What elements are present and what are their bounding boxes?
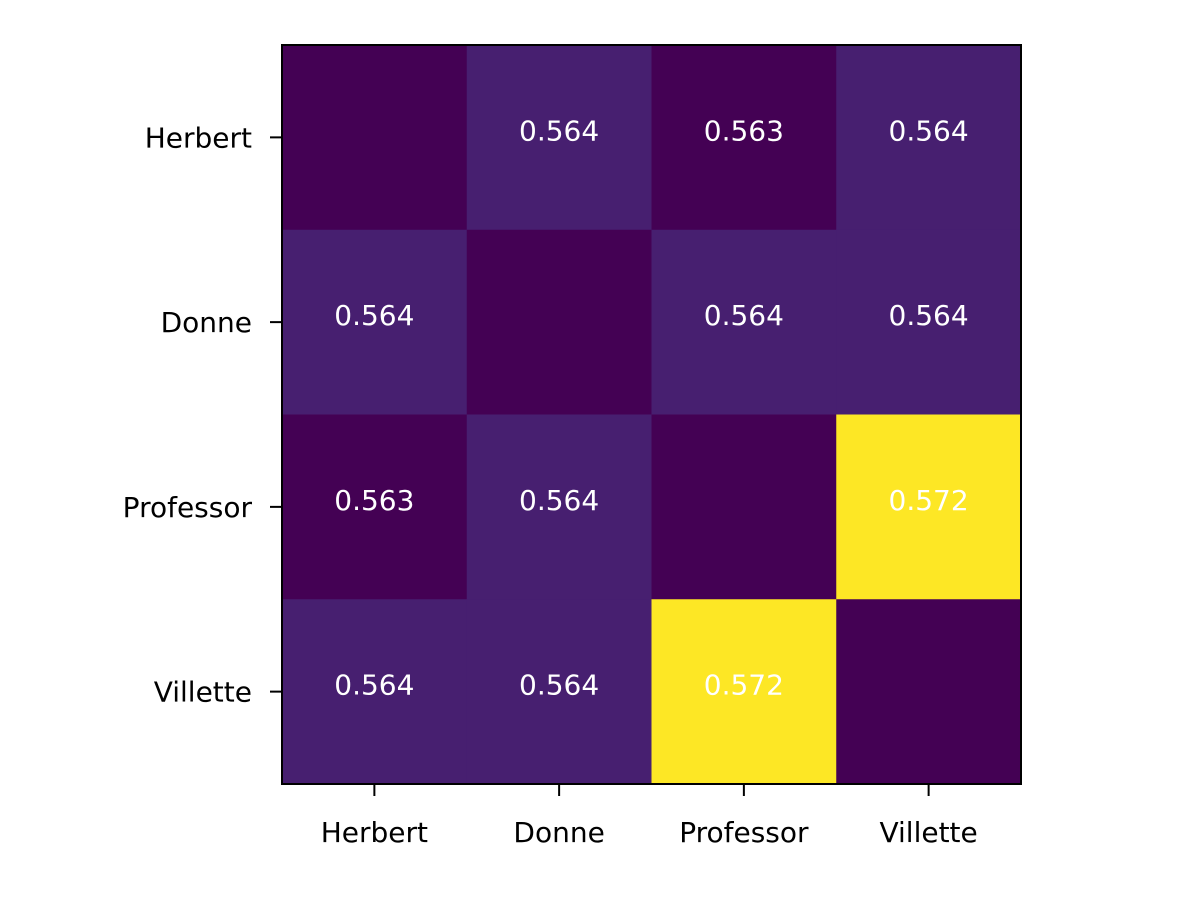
y-tick-label-1: Donne — [161, 306, 252, 339]
x-tick-label-2: Professor — [679, 816, 809, 849]
cell-value-label-0-2: 0.563 — [704, 114, 784, 147]
heatmap-cell-0-2 — [651, 45, 837, 231]
cell-value-label-3-1: 0.564 — [519, 669, 599, 702]
cell-value-label-1-2: 0.564 — [704, 299, 784, 332]
cell-value-labels: 0.564 0.563 0.564 0.564 0.564 0.564 0.563 0.564… — [334, 114, 968, 701]
plot-frame — [281, 44, 1022, 785]
cell-value-label-1-3: 0.564 — [889, 299, 969, 332]
heatmap-cell-2-1 — [466, 414, 652, 600]
heatmap-cell-3-3 — [836, 599, 1022, 785]
heatmap-cell-3-2 — [651, 599, 837, 785]
heatmap-cell-1-1 — [466, 229, 652, 415]
heatmap-cells — [282, 45, 1022, 785]
heatmap-cell-1-0 — [282, 229, 468, 415]
y-tick-label-2: Professor — [123, 491, 253, 524]
cell-value-label-1-0: 0.564 — [334, 299, 414, 332]
x-tick-label-0: Herbert — [321, 816, 428, 849]
heatmap-cell-0-0 — [282, 45, 468, 231]
x-axis: Herbert Donne Professor Villette — [321, 784, 978, 849]
heatmap-cell-1-3 — [836, 229, 1022, 415]
heatmap-cell-3-0 — [282, 599, 468, 785]
cell-value-label-3-2: 0.572 — [704, 669, 784, 702]
x-tick-label-3: Villette — [879, 816, 977, 849]
heatmap-cell-0-1 — [466, 45, 652, 231]
cell-value-label-0-1: 0.564 — [519, 114, 599, 147]
heatmap-cell-0-3 — [836, 45, 1022, 231]
heatmap-cell-2-0 — [282, 414, 468, 600]
cell-value-label-0-3: 0.564 — [889, 114, 969, 147]
y-tick-label-0: Herbert — [145, 121, 252, 154]
cell-value-label-2-1: 0.564 — [519, 484, 599, 517]
cell-value-label-3-0: 0.564 — [334, 669, 414, 702]
heatmap-cell-1-2 — [651, 229, 837, 415]
cell-value-label-2-3: 0.572 — [889, 484, 969, 517]
x-tick-label-1: Donne — [513, 816, 604, 849]
y-axis: Herbert Donne Professor Villette — [123, 121, 282, 709]
y-tick-label-3: Villette — [154, 676, 252, 709]
heatmap-cell-2-3 — [836, 414, 1022, 600]
heatmap-cell-2-2 — [651, 414, 837, 600]
cell-value-label-2-0: 0.563 — [334, 484, 414, 517]
heatmap-cell-3-1 — [466, 599, 652, 785]
